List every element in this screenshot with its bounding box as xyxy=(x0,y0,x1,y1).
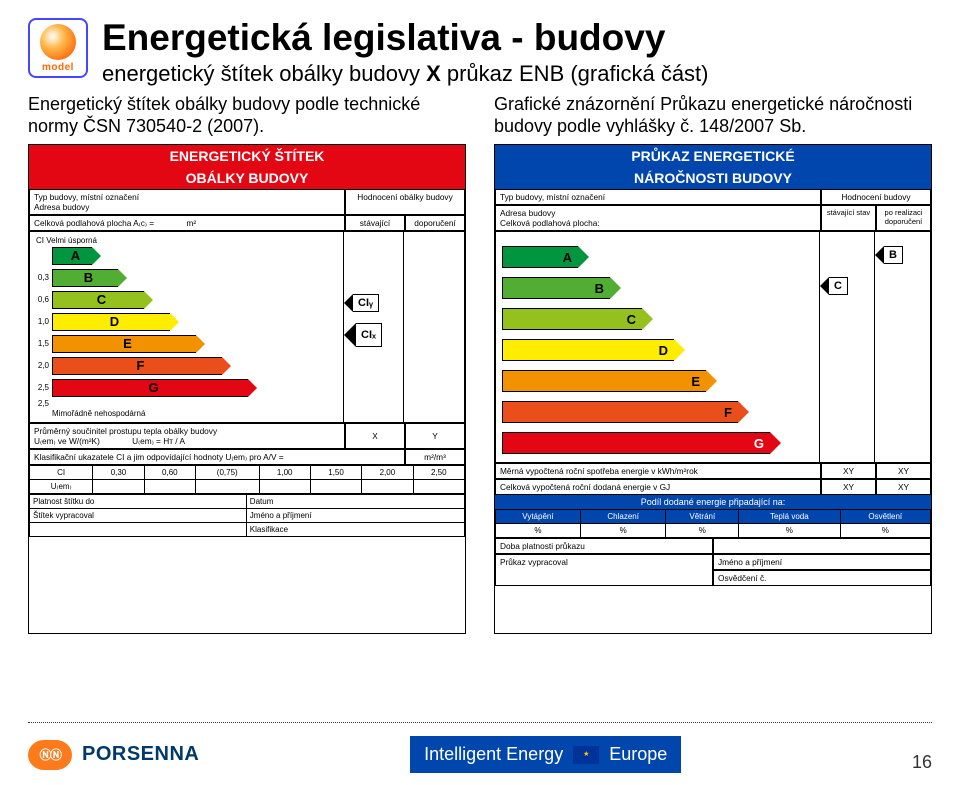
right-r3-left: Celková podlahová plocha: xyxy=(500,218,816,228)
right-valid: Doba platnosti průkazu xyxy=(495,538,713,554)
left-r3-c2: doporučení xyxy=(405,215,465,231)
left-caption: Energetický štítek obálky budovy podle t… xyxy=(28,93,466,138)
right-r2-c2: po realizaci doporučení xyxy=(876,205,931,231)
left-scale-top: CI Velmi úsporná xyxy=(30,236,343,245)
left-b-r2a: U₍em₎ ve W/(m²K) xyxy=(34,436,100,446)
intelligent-energy-badge: Intelligent Energy Europe xyxy=(410,736,681,773)
left-chart: CI Velmi úsporná A0,3B0,6C1,0D1,5E2,0F2,… xyxy=(29,231,465,423)
page-number: 16 xyxy=(912,752,932,773)
right-card-title2: NÁROČNOSTI BUDOVY xyxy=(495,167,931,189)
energy-bar-E: E xyxy=(496,362,819,393)
energy-bar-F: F xyxy=(496,393,819,424)
energy-bar-F: 2,0F xyxy=(30,355,343,377)
left-b-r1y: Y xyxy=(405,423,465,449)
right-card: PRŮKAZ ENERGETICKÉ NÁROČNOSTI BUDOVY Typ… xyxy=(494,144,932,634)
ie-text-a: Intelligent Energy xyxy=(424,744,563,765)
left-pointer-small: CIᵧ xyxy=(344,294,379,312)
logo-text: model xyxy=(42,62,74,73)
right-card-title1: PRŮKAZ ENERGETICKÉ xyxy=(495,145,931,167)
right-m2-c2: XY xyxy=(876,479,931,495)
right-metric1: Měrná vypočtená roční spotřeba energie v… xyxy=(495,463,821,479)
right-metric2: Celková vypočtená roční dodaná energie v… xyxy=(495,479,821,495)
energy-bar-C: C xyxy=(496,300,819,331)
page-title: Energetická legislativa - budovy xyxy=(102,18,709,59)
subtitle-post: průkaz ENB (grafická část) xyxy=(441,61,709,86)
right-r2-c1: stávající stav xyxy=(821,205,876,231)
right-share-table: VytápěníChlazeníVětráníTeplá vodaOsvětle… xyxy=(495,509,931,538)
left-b-r2b: U₍em₎ = Hᴛ / A xyxy=(132,436,185,446)
energy-bar-E: 1,5E xyxy=(30,333,343,355)
energy-bar-D: 1,0D xyxy=(30,311,343,333)
right-share-hdr: Podíl dodané energie připadající na: xyxy=(495,495,931,509)
energy-bar-B: B xyxy=(496,269,819,300)
left-r3-c1: stávající xyxy=(345,215,405,231)
left-card: ENERGETICKÝ ŠTÍTEK OBÁLKY BUDOVY Typ bud… xyxy=(28,144,466,634)
left-r3-unit: m² xyxy=(186,218,196,228)
left-sig-table: Platnost štítku doDatumŠtítek vypracoval… xyxy=(29,494,465,537)
right-chart: ABCDEFG C B xyxy=(495,231,931,463)
energy-bar-A: A xyxy=(496,238,819,269)
energy-bar-B: 0,3B xyxy=(30,267,343,289)
energy-bar-A: A xyxy=(30,245,343,267)
footer-divider xyxy=(28,722,932,723)
left-pointer-large: CIₓ xyxy=(344,326,382,344)
left-r1-right: Hodnocení obálky budovy xyxy=(345,189,465,215)
right-m1-c1: XY xyxy=(821,463,876,479)
right-cert: Osvědčení č. xyxy=(713,570,931,586)
left-r3-left: Celková podlahová plocha A₍c₎ = xyxy=(34,218,154,228)
left-b-r1x: X xyxy=(345,423,405,449)
left-b-r1: Průměrný součinitel prostupu tepla obálk… xyxy=(34,426,340,436)
ie-text-b: Europe xyxy=(609,744,667,765)
energy-bar-G: G xyxy=(496,424,819,455)
subtitle-x: X xyxy=(426,61,441,86)
right-pointer-b: B xyxy=(875,246,903,264)
left-card-title1: ENERGETICKÝ ŠTÍTEK xyxy=(29,145,465,167)
right-name: Jméno a příjmení xyxy=(713,554,931,570)
subtitle-pre: energetický štítek obálky budovy xyxy=(102,61,426,86)
eu-flag-icon xyxy=(573,746,599,764)
porsenna-name: PORSENNA xyxy=(82,743,199,766)
footer: ⓃⓃ PORSENNA Intelligent Energy Europe xyxy=(28,736,932,773)
right-r1-right: Hodnocení budovy xyxy=(821,189,931,205)
energy-bar-D: D xyxy=(496,331,819,362)
logo: model xyxy=(28,18,88,78)
right-m1-c2: XY xyxy=(876,463,931,479)
right-r2-left: Adresa budovy xyxy=(500,208,816,218)
right-valid-val xyxy=(713,538,931,554)
left-card-title2: OBÁLKY BUDOVY xyxy=(29,167,465,189)
left-btbl-unit: m²/m³ xyxy=(405,449,465,465)
porsenna-logo-icon: ⓃⓃ xyxy=(28,740,72,770)
right-m2-c1: XY xyxy=(821,479,876,495)
page-subtitle: energetický štítek obálky budovy X průka… xyxy=(102,61,709,87)
left-r2-left: Adresa budovy xyxy=(34,202,340,212)
energy-bar-C: 0,6C xyxy=(30,289,343,311)
right-caption: Grafické znázornění Průkazu energetické … xyxy=(494,93,932,138)
left-ci-table: CI0,300,60(0,75)1,001,502,002,50U₍em₎ xyxy=(29,465,465,494)
right-author: Průkaz vypracoval xyxy=(495,554,713,586)
left-btbl-hdr: Klasifikační ukazatele CI a jim odpovída… xyxy=(29,449,405,465)
right-pointer-c: C xyxy=(820,277,848,295)
right-r1-left: Typ budovy, místní označení xyxy=(495,189,821,205)
left-r1-left: Typ budovy, místní označení xyxy=(34,192,340,202)
